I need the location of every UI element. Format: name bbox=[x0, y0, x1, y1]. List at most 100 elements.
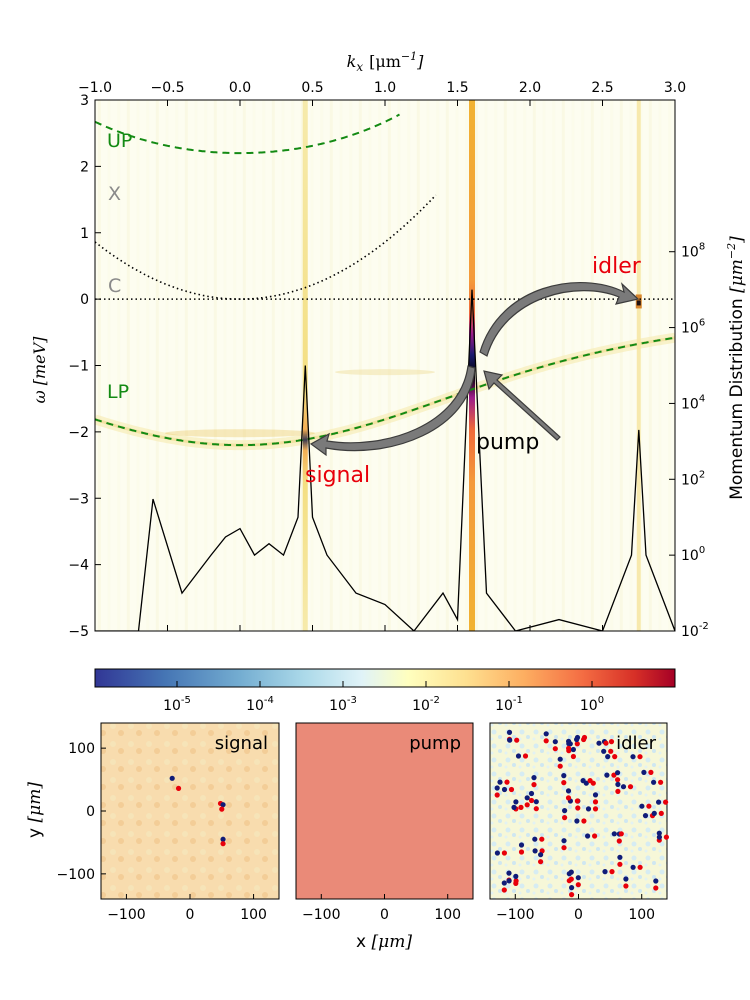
idler-vortex-negative bbox=[506, 729, 513, 736]
branch-label-up: UP bbox=[107, 130, 132, 152]
idler-vortex-negative bbox=[557, 756, 563, 762]
background-streak bbox=[339, 100, 343, 631]
inset-x-tick-label: −100 bbox=[496, 907, 534, 923]
idler-vortex-negative bbox=[538, 852, 544, 858]
idler-vortex-negative bbox=[494, 850, 500, 856]
background-streak bbox=[387, 100, 391, 631]
idler-vortex-negative bbox=[575, 875, 581, 881]
background-streak bbox=[126, 100, 130, 631]
idler-vortex-negative bbox=[507, 737, 513, 743]
x-tick-label: 2.5 bbox=[591, 80, 613, 96]
background-streak bbox=[310, 100, 314, 631]
idler-vortex-positive bbox=[501, 850, 507, 856]
idler-vortex-positive bbox=[581, 818, 587, 824]
idler-vortex-positive bbox=[658, 779, 664, 785]
idler-vortex-positive bbox=[543, 738, 549, 744]
idler-vortex-negative bbox=[532, 836, 538, 842]
x-tick-label: −1.0 bbox=[78, 80, 112, 96]
background-streak bbox=[648, 100, 652, 631]
idler-vortex-positive bbox=[608, 739, 615, 745]
idler-vortex-positive bbox=[562, 815, 568, 821]
background-streak bbox=[204, 100, 208, 631]
idler-vortex-negative bbox=[651, 810, 657, 817]
x-tick-label: −0.5 bbox=[151, 80, 185, 96]
background-streak bbox=[484, 100, 488, 631]
right-tick-label: 10-2 bbox=[681, 621, 709, 640]
inset-pump-title: pump bbox=[409, 733, 461, 754]
background-streak bbox=[136, 100, 140, 631]
background-streak bbox=[155, 100, 159, 631]
x-axis-label: kx [μm−1] bbox=[347, 50, 425, 74]
idler-vortex-negative bbox=[605, 754, 611, 760]
idler-vortex-negative bbox=[531, 775, 537, 781]
inset-x-label-unit: [μm] bbox=[372, 932, 413, 952]
vortex-marker bbox=[169, 775, 175, 781]
idler-vortex-negative bbox=[617, 854, 623, 860]
idler-vortex-negative bbox=[506, 878, 512, 884]
idler-vortex-negative bbox=[592, 792, 599, 798]
lp-secondary-emission bbox=[335, 369, 435, 376]
idler-vortex-positive bbox=[557, 763, 563, 769]
background-streak bbox=[474, 100, 478, 631]
idler-vortex-negative bbox=[524, 795, 530, 801]
x-axis-label-close: ] bbox=[416, 52, 424, 71]
right-tick-label: 106 bbox=[681, 318, 705, 337]
inset-x-tick-label: −100 bbox=[107, 907, 145, 923]
annotation-idler: idler bbox=[592, 254, 642, 279]
idler-vortex-positive bbox=[528, 797, 535, 804]
idler-vortex-negative bbox=[501, 786, 508, 793]
colorbar-tick-label: 10-2 bbox=[412, 695, 440, 714]
background-streak bbox=[329, 100, 333, 631]
inset-x-tick-label: 0 bbox=[574, 907, 583, 923]
background-streak bbox=[465, 100, 469, 631]
idler-vortex-negative bbox=[641, 769, 647, 776]
idler-vortex-negative bbox=[501, 880, 507, 886]
background-streak bbox=[281, 100, 285, 631]
idler-vortex-negative bbox=[620, 784, 627, 790]
idler-vortex-positive bbox=[575, 882, 581, 888]
idler-vortex-positive bbox=[612, 754, 618, 760]
background-streak bbox=[600, 100, 604, 631]
idler-vortex-negative bbox=[601, 748, 607, 754]
idler-vortex-positive bbox=[575, 805, 581, 811]
idler-vortex-negative bbox=[602, 869, 608, 875]
background-streak bbox=[658, 100, 662, 631]
idler-vortex-positive bbox=[569, 892, 575, 898]
colorbar-ticks: 10-5 10-4 10-3 10-2 10-1 100 bbox=[163, 681, 604, 714]
y-tick-label: 3 bbox=[80, 93, 89, 109]
idler-vortex-negative bbox=[615, 781, 621, 788]
background-streak bbox=[397, 100, 401, 631]
y-tick-label: 1 bbox=[80, 226, 89, 242]
idler-vortex-negative bbox=[585, 833, 591, 839]
inset-y-axis-label: y [μm] bbox=[25, 782, 45, 838]
idler-vortex-positive bbox=[581, 736, 587, 743]
right-tick-label: 102 bbox=[681, 469, 705, 488]
colorbar-tick-label: 100 bbox=[580, 695, 604, 714]
background-streak bbox=[291, 100, 295, 631]
y-tick-label: −3 bbox=[68, 491, 89, 507]
right-axis-label-exp: −2 bbox=[725, 243, 738, 259]
x-axis-label-unit: [μm bbox=[369, 52, 401, 71]
idler-vortex-positive bbox=[648, 769, 654, 776]
background-streak bbox=[426, 100, 430, 631]
background-streak bbox=[571, 100, 575, 631]
x-tick-label: 0.5 bbox=[301, 80, 323, 96]
main-plot-layer bbox=[95, 100, 675, 631]
idler-peak bbox=[636, 300, 641, 306]
idler-vortex-negative bbox=[513, 799, 519, 805]
inset-x-tick-label: −100 bbox=[302, 907, 340, 923]
up-dispersion-curve bbox=[95, 113, 400, 155]
idler-vortex-negative bbox=[513, 873, 519, 880]
background-streak bbox=[184, 100, 188, 631]
background-streak bbox=[262, 100, 266, 631]
colorbar-tick-label: 10-1 bbox=[495, 695, 523, 714]
idler-vortex-positive bbox=[663, 799, 669, 805]
branch-label-x: X bbox=[108, 183, 121, 205]
x-axis-label-exp: −1 bbox=[401, 50, 417, 63]
idler-vortex-negative bbox=[561, 838, 567, 844]
inset-x-tick-label: 0 bbox=[186, 907, 195, 923]
idler-vortex-negative bbox=[518, 842, 525, 848]
background-streak bbox=[610, 100, 614, 631]
idler-vortex-positive bbox=[570, 753, 577, 760]
